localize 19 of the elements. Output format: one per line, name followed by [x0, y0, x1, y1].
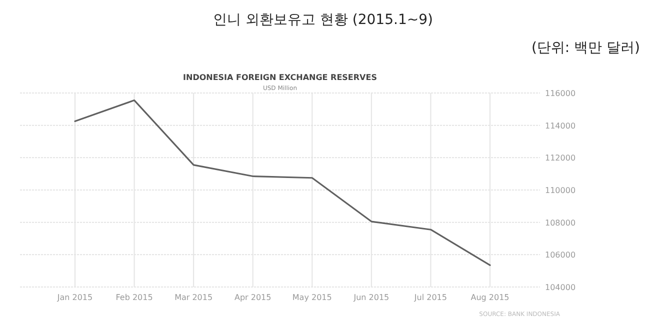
- y-tick-label: 114000: [545, 121, 576, 130]
- line-series: [74, 99, 491, 266]
- y-tick-label: 116000: [545, 89, 576, 98]
- y-tick-label: 112000: [545, 154, 576, 163]
- text: (단위: 백만 달러): [531, 40, 640, 56]
- x-tick-label: Apr 2015: [234, 293, 272, 302]
- y-tick-label: 104000: [545, 283, 576, 292]
- x-tick-label: Aug 2015: [470, 293, 510, 302]
- text: INDONESIA FOREIGN EXCHANGE RESERVES: [183, 73, 378, 82]
- x-tick-label: Jan 2015: [56, 293, 93, 302]
- x-tick-label: Jul 2015: [413, 293, 447, 302]
- chart-title: 인니 외환보유고 현황 (2015.1~9): [213, 12, 433, 28]
- x-tick-label: Feb 2015: [116, 293, 153, 302]
- x-tick-label: Mar 2015: [174, 293, 213, 302]
- x-tick-label: May 2015: [292, 293, 332, 302]
- y-tick-label: 108000: [545, 218, 576, 228]
- y-tick-label: 106000: [545, 250, 576, 260]
- y-tick-label: 110000: [545, 186, 576, 195]
- x-tick-label: Jun 2015: [352, 293, 390, 302]
